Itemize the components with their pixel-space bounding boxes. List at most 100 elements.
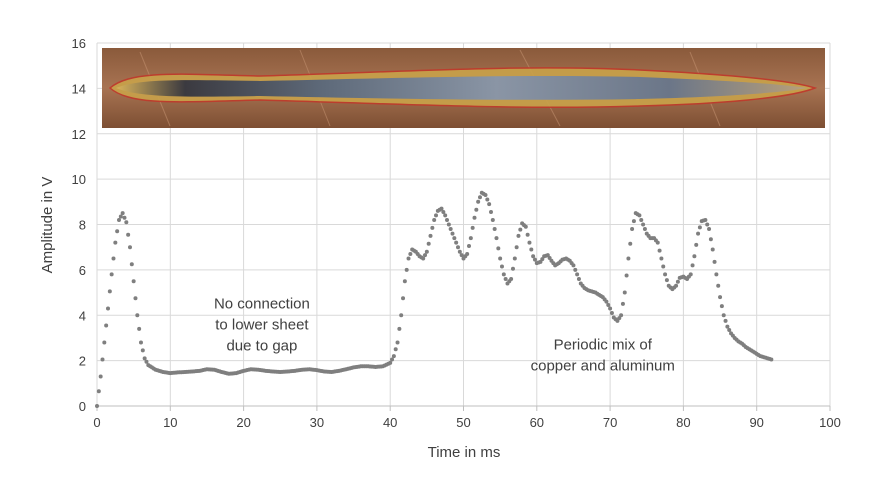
data-point [144, 359, 149, 364]
data-point [120, 211, 125, 216]
data-point [399, 313, 404, 318]
data-point [642, 227, 647, 232]
data-point [140, 348, 145, 353]
data-point [503, 276, 508, 281]
data-point [606, 303, 611, 308]
data-point [95, 404, 99, 408]
data-point [113, 240, 118, 245]
weld-seam-photo [102, 48, 825, 128]
data-point [626, 256, 631, 261]
x-tick-label: 80 [676, 415, 690, 430]
data-point [509, 276, 514, 281]
y-tick-label: 4 [79, 308, 86, 323]
annotation-line: due to gap [226, 337, 297, 354]
data-point [454, 240, 459, 245]
data-point [135, 313, 140, 318]
data-point [721, 313, 726, 318]
data-point [576, 276, 581, 281]
data-point [487, 202, 492, 207]
x-tick-label: 70 [603, 415, 617, 430]
annotation-text: No connection to lower sheet due to gap [214, 295, 310, 354]
data-point [622, 290, 627, 295]
data-point [694, 242, 699, 247]
data-point [690, 263, 695, 268]
y-tick-label: 14 [72, 81, 86, 96]
data-point [450, 231, 455, 236]
data-point [397, 326, 402, 331]
series-amplitude [95, 190, 774, 408]
data-point [106, 306, 110, 311]
data-point [111, 256, 116, 261]
data-point [696, 231, 701, 236]
data-point [688, 272, 693, 277]
data-point [465, 251, 470, 256]
data-point [402, 279, 407, 284]
data-point [712, 259, 717, 264]
data-point [109, 272, 114, 277]
data-point [477, 195, 482, 200]
data-point [118, 214, 123, 219]
data-point [142, 356, 147, 361]
data-point [104, 323, 109, 328]
y-tick-label: 16 [72, 36, 86, 51]
data-point [428, 233, 433, 238]
data-point [637, 213, 642, 218]
data-point [492, 227, 497, 232]
y-tick-label: 0 [79, 399, 86, 414]
data-point [501, 272, 506, 277]
data-point [485, 197, 490, 202]
data-point [510, 266, 515, 271]
data-point [708, 237, 713, 242]
data-point [498, 256, 503, 261]
data-point [719, 304, 724, 309]
data-point [426, 241, 431, 246]
data-point [100, 357, 105, 362]
data-point [421, 256, 426, 261]
data-point [661, 264, 666, 269]
data-point [523, 224, 528, 229]
data-point [529, 247, 534, 252]
x-tick-label: 60 [530, 415, 544, 430]
data-point [129, 262, 134, 267]
data-point [406, 256, 411, 261]
data-point [575, 272, 580, 277]
x-tick-label: 10 [163, 415, 177, 430]
data-point [663, 272, 668, 277]
data-point [769, 357, 774, 362]
data-point [468, 236, 473, 241]
data-point [390, 357, 395, 362]
data-point [496, 246, 501, 251]
y-tick-label: 12 [72, 127, 86, 142]
data-point [624, 273, 629, 278]
x-tick-label: 20 [236, 415, 250, 430]
data-point [490, 217, 495, 222]
data-point [727, 328, 732, 332]
data-point [674, 283, 679, 288]
data-point [659, 256, 664, 261]
data-point [116, 217, 121, 222]
data-point [547, 255, 552, 260]
data-point [725, 324, 730, 329]
data-point [664, 278, 669, 283]
data-point [716, 283, 721, 288]
data-point [714, 272, 719, 277]
data-point [459, 253, 464, 258]
data-point [472, 215, 477, 220]
annotation-line: to lower sheet [215, 316, 309, 333]
y-tick-label: 8 [79, 218, 86, 233]
data-point [443, 213, 448, 218]
data-point [408, 251, 413, 256]
data-point [705, 222, 710, 227]
data-point [395, 340, 400, 345]
annotation-line: Periodic mix of [554, 336, 653, 353]
axes: 0 10 20 30 40 50 60 70 80 90 100 0 2 4 6 8 10 12 14 16 [72, 36, 841, 430]
x-tick-label: 0 [93, 415, 100, 430]
y-tick-label: 10 [72, 172, 86, 187]
data-point [452, 236, 457, 241]
data-point [512, 256, 517, 261]
data-point [476, 199, 481, 204]
data-point [107, 289, 112, 294]
data-point [138, 340, 143, 345]
data-point [531, 254, 536, 259]
data-point [404, 267, 409, 272]
